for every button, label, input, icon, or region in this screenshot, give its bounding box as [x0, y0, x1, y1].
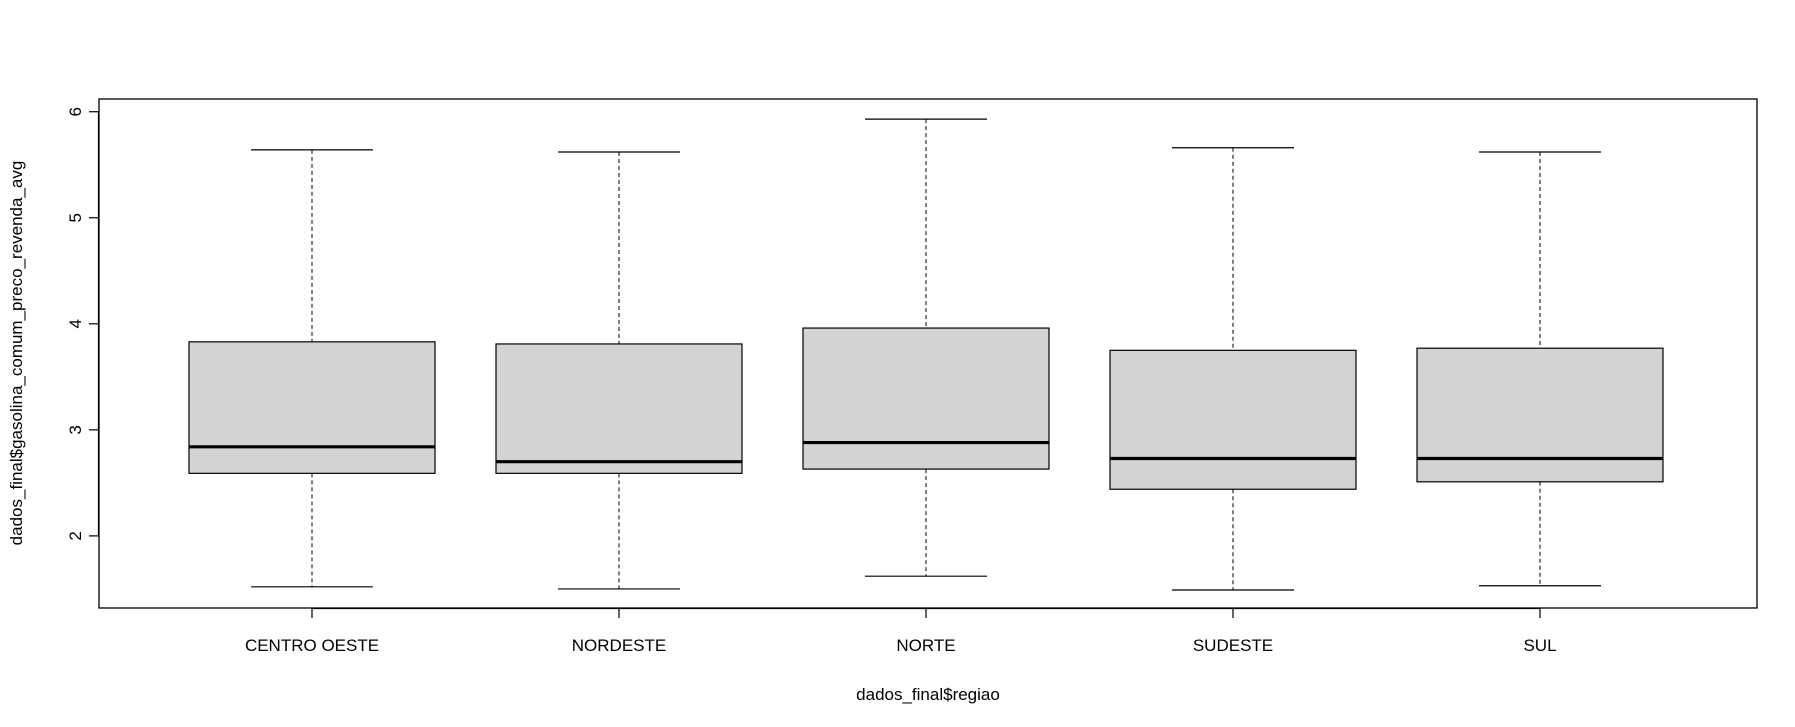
box-nordeste — [495, 151, 743, 590]
x-tick-label: NORDESTE — [572, 636, 666, 655]
y-tick-label: 2 — [66, 531, 85, 540]
box-centro-oeste — [188, 149, 436, 588]
x-axis-title: dados_final$regiao — [856, 685, 1000, 704]
iqr-box — [188, 341, 436, 474]
x-tick-label: SUDESTE — [1193, 636, 1273, 655]
y-axis-title: dados_final$gasolina_comum_preco_revenda… — [7, 161, 26, 546]
iqr-box — [802, 327, 1050, 470]
y-tick-label: 3 — [66, 425, 85, 434]
iqr-box — [1416, 347, 1664, 483]
y-tick-label: 4 — [66, 319, 85, 328]
x-tick-label: SUL — [1523, 636, 1556, 655]
iqr-box — [495, 343, 743, 474]
iqr-box — [1109, 349, 1357, 490]
box-sudeste — [1109, 147, 1357, 591]
x-tick-label: NORTE — [896, 636, 955, 655]
x-tick-label: CENTRO OESTE — [245, 636, 379, 655]
boxes — [188, 118, 1664, 591]
x-axis: CENTRO OESTE NORDESTE NORTE SUDESTE SUL — [245, 607, 1557, 655]
box-norte — [802, 118, 1050, 577]
box-sul — [1416, 151, 1664, 587]
y-tick-label: 6 — [66, 107, 85, 116]
y-axis: 2 3 4 5 6 — [66, 107, 100, 541]
y-tick-label: 5 — [66, 213, 85, 222]
